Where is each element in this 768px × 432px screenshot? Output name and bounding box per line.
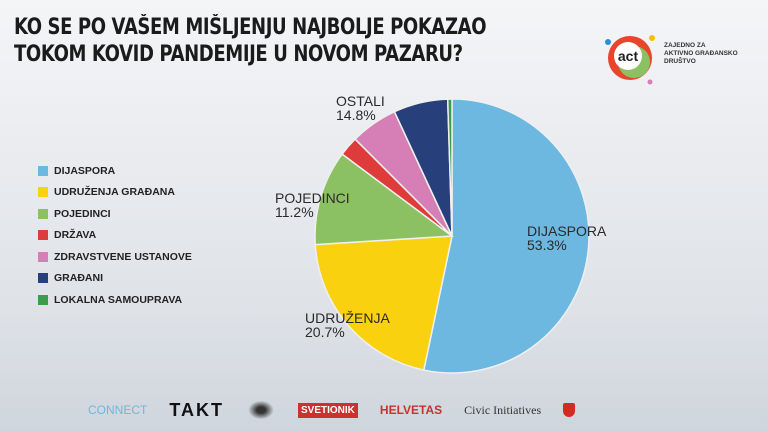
legend-item: POJEDINCI <box>38 203 192 225</box>
chart-title: KO SE PO VAŠEM MIŠLJENJU NAJBOLJE POKAZA… <box>14 14 487 68</box>
logo-text: ZAJEDNO ZA <box>664 42 706 49</box>
legend-item: UDRUŽENJA GRAĐANA <box>38 182 192 204</box>
legend-swatch <box>38 230 48 241</box>
svg-text:act: act <box>618 48 639 64</box>
label-pojedinci: POJEDINCI 11.2% <box>275 190 350 220</box>
logo-svetionik: SVETIONIK <box>298 402 358 418</box>
title-line: KO SE PO VAŠEM MIŠLJENJU NAJBOLJE POKAZA… <box>14 15 487 40</box>
pie-slice <box>446 98 453 237</box>
legend-swatch <box>38 165 48 176</box>
logo-connect: CONNECT <box>88 403 148 417</box>
pie-slice <box>314 153 455 246</box>
act-logo: act ZAJEDNO ZA AKTIVNO GRAĐANSKO DRUŠTVO <box>600 28 750 88</box>
legend-label: DRŽAVA <box>54 229 97 242</box>
logo-helvetas: HELVETAS <box>379 403 443 417</box>
logo-civic-initiatives: Civic Initiatives <box>464 402 542 417</box>
sponsor-logos: CONNECT TAKT SVETIONIK HELVETAS Civic In… <box>88 397 728 423</box>
label-dijaspora: DIJASPORA 53.3% <box>527 223 607 253</box>
legend-swatch <box>38 208 48 219</box>
legend: DIJASPORA UDRUŽENJA GRAĐANA POJEDINCI DRŽAV… <box>38 160 192 311</box>
legend-label: ZDRAVSTVENE USTANOVE <box>54 250 192 263</box>
title-line: TOKOM KOVID PANDEMIJE U NOVOM PAZARU? <box>14 42 463 67</box>
legend-item: LOKALNA SAMOUPRAVA <box>38 289 192 311</box>
legend-label: DIJASPORA <box>54 164 116 177</box>
logo-dandelion <box>246 399 276 421</box>
legend-swatch <box>38 251 48 262</box>
label-udruzenja: UDRUŽENJA 20.7% <box>305 310 390 340</box>
legend-item: ZDRAVSTVENE USTANOVE <box>38 246 192 268</box>
act-logo-mark: act <box>605 35 655 85</box>
legend-item: DRŽAVA <box>38 225 192 247</box>
legend-label: UDRUŽENJA GRAĐANA <box>54 186 175 199</box>
legend-swatch <box>38 294 48 305</box>
legend-item: DIJASPORA <box>38 160 192 182</box>
label-ostali: OSTALI 14.8% <box>336 93 385 123</box>
legend-item: GRAĐANI <box>38 268 192 290</box>
legend-swatch <box>38 187 48 198</box>
legend-label: LOKALNA SAMOUPRAVA <box>54 293 183 306</box>
pie-slice <box>314 235 453 371</box>
legend-swatch <box>38 273 48 284</box>
pie-slice <box>422 98 590 374</box>
legend-label: POJEDINCI <box>54 207 111 220</box>
swiss-flag-icon <box>563 403 576 417</box>
logo-text: AKTIVNO GRAĐANSKO <box>664 50 738 57</box>
logo-takt: TAKT <box>169 399 224 420</box>
legend-label: GRAĐANI <box>54 272 103 285</box>
logo-text: DRUŠTVO <box>664 58 696 65</box>
